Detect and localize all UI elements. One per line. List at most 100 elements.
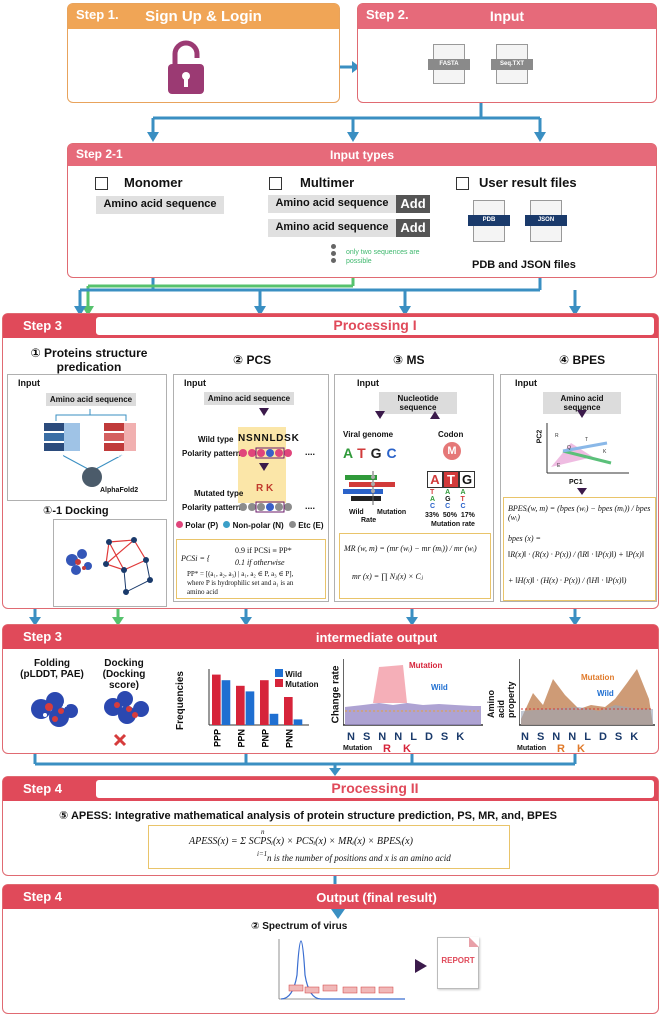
- p3-arrow-left: [375, 411, 385, 419]
- p2-dots-1: ....: [305, 447, 316, 457]
- p2-mutated-type-label: Mutated type: [194, 489, 244, 498]
- bp-axis-0: N: [521, 731, 537, 743]
- pdb-file-icon: PDB: [468, 200, 510, 242]
- p4-pc2: PC2: [536, 429, 544, 444]
- bar-legend: Wild Mutation: [275, 669, 319, 689]
- p3-wild: Wild: [349, 509, 364, 516]
- ms-mutation-label: Mutation: [409, 661, 443, 670]
- p2-wild-type-label: Wild type: [198, 435, 234, 444]
- ms-axis-mut-0: R: [383, 743, 403, 755]
- user-files-caption: PDB and JSON files: [472, 259, 576, 271]
- play-triangle-icon: [415, 959, 427, 973]
- step4-tag: Step 4: [23, 781, 63, 796]
- add-sequence-button-1[interactable]: Add: [396, 195, 430, 213]
- p2-input-label: Input: [184, 378, 206, 388]
- ms-axis-mut: RK: [383, 743, 423, 755]
- ms-axis-0: N: [347, 731, 363, 743]
- step21-title: Input types: [329, 148, 394, 162]
- step3-title-bar: Processing I: [95, 316, 655, 336]
- ms-axis-7: K: [456, 731, 473, 743]
- p2-formula-def1: PP* = [(a₁, a₂, a₃) | a₁, a₂ ∈ P, a₃ ∈ P…: [187, 570, 294, 578]
- p1-title: ① Proteins structure predication: [30, 346, 148, 374]
- msa-label: MSA: [46, 450, 64, 459]
- ms-axis-mut-1: K: [402, 743, 423, 755]
- bp-axis-mut-1: K: [576, 743, 597, 755]
- p2-polarity-label-1: Polarity patterns: [182, 449, 246, 458]
- output-header: Step 4 Output (final result): [3, 885, 658, 909]
- p4-title: ④ BPES: [559, 353, 606, 367]
- p3-pct-1: 50%: [442, 512, 457, 519]
- bar-ppp-mutation: [221, 680, 231, 725]
- bp-axis-4: L: [584, 731, 599, 743]
- p3-codon-label: Codon: [438, 430, 464, 439]
- ms-axis-2: N: [378, 731, 395, 743]
- multimer-checkbox[interactable]: [269, 177, 282, 190]
- multimer-note: only two sequences are possible: [346, 249, 420, 265]
- p3-codon-m-badge: M: [443, 442, 461, 460]
- p1-input-label: Input: [18, 378, 40, 388]
- bp-property-chart: [519, 659, 655, 726]
- p3-formula-box: MR (w, m) = (mr (wᵢ) − mr (mᵢ)) / mr (wᵢ…: [339, 533, 491, 599]
- p3-mut-rate: Mutation rate: [431, 521, 475, 528]
- p3-codon-2: G: [459, 471, 475, 488]
- monomer-sequence-field[interactable]: Amino acid sequence: [96, 196, 224, 214]
- bar-ppn-mutation: [245, 691, 255, 725]
- step4-output-box: Step 4 Output (final result) ② Spectrum …: [2, 884, 659, 1014]
- spectrum-plot: [278, 939, 405, 1000]
- apess-heading: ⑤ APESS: Integrative mathematical analys…: [59, 810, 557, 822]
- step21-tag: Step 2-1: [76, 147, 123, 161]
- p1-field: Amino acid sequence: [46, 393, 136, 406]
- fasta-file-icon: FASTA: [428, 44, 470, 84]
- pdb-label: PDB: [468, 215, 510, 226]
- p2-wild-seq: N S N N L D S K: [238, 433, 299, 444]
- p3-input-panel: Input Nucleotide sequence Viral genome C…: [334, 374, 494, 602]
- p3-atgc: ATGC: [343, 445, 402, 461]
- ms-axis-4: L: [410, 731, 425, 743]
- p2-input-panel: Input Amino acid sequence Wild type N S …: [173, 374, 329, 602]
- p3-rate: Rate: [361, 517, 377, 524]
- ms-axis-6: S: [440, 731, 457, 743]
- fasta-label: FASTA: [428, 59, 470, 70]
- step4-title-bar: Processing II: [95, 779, 655, 799]
- bp-axis-6: S: [614, 731, 631, 743]
- p3-atgc-a: A: [343, 445, 358, 461]
- p3-atgc-t: T: [357, 445, 371, 461]
- user-files-checkbox[interactable]: [456, 177, 469, 190]
- p3-input-label: Input: [357, 378, 379, 388]
- bar-tick-ppp: PPP: [213, 729, 223, 747]
- step2-tag: Step 2.: [366, 7, 409, 22]
- apess-sum-bot: i=1: [257, 850, 268, 858]
- bp-ylabel: Amino acid property: [486, 681, 516, 718]
- p4-arrow-icon-2: [577, 488, 587, 495]
- monomer-checkbox[interactable]: [95, 177, 108, 190]
- bp-axis-mut-0: R: [557, 743, 577, 755]
- add-sequence-button-2[interactable]: Add: [396, 219, 430, 237]
- p4-pc1: PC1: [569, 479, 583, 486]
- arrow-step1-step2: [340, 61, 360, 73]
- step3-processing-box: Step 3 Processing I ① Proteins structure…: [2, 313, 659, 609]
- multimer-sequence-field-2[interactable]: Amino acid sequence: [268, 219, 396, 237]
- alphafold-label: AlphaFold2: [100, 487, 139, 494]
- p3-viral-label: Viral genome: [343, 430, 394, 439]
- apess-n-label: n is the number of positions and x is an…: [267, 853, 451, 863]
- bar-ylabel: Frequencies: [174, 671, 186, 730]
- p3-c3-1: T: [460, 496, 465, 503]
- step21-header: Step 2-1 Input types: [68, 144, 656, 166]
- multimer-sequence-field-1[interactable]: Amino acid sequence: [268, 195, 396, 213]
- ms-change-rate-chart: [343, 659, 483, 726]
- bp-axis-mut: RK: [557, 743, 597, 755]
- p2-formula-lhs: PCSi = {: [181, 554, 211, 563]
- json-file-icon: JSON: [525, 200, 567, 242]
- p4-formula-3: ‖R(x)‖ · (R(x) · P(x)) / (‖R‖ · ‖P(x)‖) …: [508, 550, 644, 559]
- connector-to-step3: [74, 278, 581, 316]
- step2-header: Step 2. Input: [358, 4, 656, 29]
- bar-pnn-mutation: [293, 719, 303, 725]
- p2-title: ② PCS: [233, 353, 272, 367]
- step1-tag: Step 1.: [76, 7, 119, 22]
- p3-codon-m: M: [447, 445, 457, 457]
- docking-protein-image: [104, 691, 149, 747]
- p3-formula-2: mr (x) = ∏ Nⱼ(x) × Cⱼ: [352, 572, 423, 581]
- bp-axis-2: N: [552, 731, 569, 743]
- p3-title: ③ MS: [393, 353, 425, 367]
